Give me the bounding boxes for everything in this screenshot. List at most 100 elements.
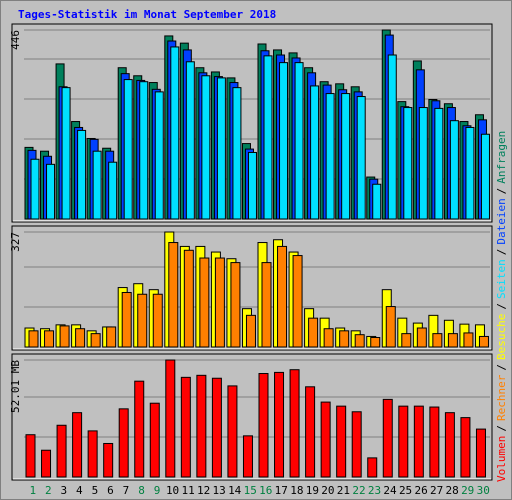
bar xyxy=(214,257,225,348)
x-tick-label: 19 xyxy=(306,484,319,497)
bar xyxy=(277,245,288,348)
legend-entry: Besuche xyxy=(495,314,508,360)
bar xyxy=(339,330,350,348)
bar xyxy=(325,93,335,220)
x-tick-label: 13 xyxy=(213,484,226,497)
legend-separator: / xyxy=(495,425,508,432)
bar xyxy=(211,377,222,478)
bar xyxy=(258,373,269,478)
bar xyxy=(367,457,378,478)
bar xyxy=(289,369,300,478)
x-tick-label: 9 xyxy=(154,484,161,497)
legend-separator: / xyxy=(495,364,508,371)
bar xyxy=(475,428,486,478)
x-tick-label: 4 xyxy=(76,484,83,497)
bar xyxy=(106,326,117,348)
x-tick-label: 11 xyxy=(181,484,194,497)
bar xyxy=(310,85,320,220)
bar xyxy=(139,81,149,220)
x-tick-label: 2 xyxy=(45,484,52,497)
legend: Volumen / Rechner / Besuche / Seiten / Dateien / A… xyxy=(495,131,508,482)
bar xyxy=(216,77,226,220)
bar xyxy=(354,334,365,348)
x-tick-label: 10 xyxy=(166,484,179,497)
bar xyxy=(90,333,101,348)
bar xyxy=(28,330,39,348)
bar xyxy=(263,55,273,220)
y-tick-label: 52.01 MB xyxy=(9,360,22,413)
bar xyxy=(75,328,86,348)
legend-separator: / xyxy=(495,188,508,195)
bar xyxy=(320,401,331,478)
x-tick-label: 25 xyxy=(399,484,412,497)
bar xyxy=(230,262,241,348)
x-tick-label: 15 xyxy=(244,484,257,497)
bar xyxy=(92,150,102,220)
bar xyxy=(121,291,132,348)
bar xyxy=(232,87,242,220)
bar xyxy=(398,405,409,478)
x-tick-label: 16 xyxy=(259,484,272,497)
bar xyxy=(227,385,238,478)
bar xyxy=(465,126,475,220)
bar xyxy=(77,129,87,220)
bar xyxy=(152,293,163,348)
bar xyxy=(292,255,303,348)
x-tick-label: 26 xyxy=(414,484,427,497)
x-tick-label: 6 xyxy=(107,484,114,497)
x-tick-label: 28 xyxy=(446,484,459,497)
bar xyxy=(41,449,52,478)
bar xyxy=(416,327,427,348)
y-tick-label: 327 xyxy=(9,232,22,252)
x-tick-label: 18 xyxy=(290,484,303,497)
legend-entry: Dateien xyxy=(495,198,508,244)
bar xyxy=(356,96,366,220)
bar xyxy=(403,107,413,220)
legend-entry: Seiten xyxy=(495,259,508,299)
bar xyxy=(170,46,180,220)
bar xyxy=(123,79,133,220)
bar xyxy=(201,75,211,220)
x-tick-label: 21 xyxy=(337,484,350,497)
bar xyxy=(279,62,289,220)
bar xyxy=(294,62,304,220)
bar xyxy=(59,325,70,348)
bar xyxy=(185,61,195,220)
bar xyxy=(56,424,67,478)
x-tick-label: 24 xyxy=(383,484,397,497)
bar xyxy=(134,380,145,478)
bar xyxy=(449,120,459,220)
bar xyxy=(372,183,382,220)
bar xyxy=(460,417,471,478)
bar xyxy=(308,317,319,348)
bar xyxy=(87,430,98,478)
x-tick-label: 20 xyxy=(321,484,334,497)
bar xyxy=(341,93,351,220)
bar xyxy=(165,359,176,478)
bar xyxy=(429,406,440,478)
bar xyxy=(432,333,443,348)
bar xyxy=(323,328,334,348)
bar xyxy=(305,386,316,478)
bar xyxy=(46,163,56,220)
x-tick-label: 14 xyxy=(228,484,242,497)
bar xyxy=(463,332,474,348)
bar xyxy=(103,442,114,478)
x-tick-label: 12 xyxy=(197,484,210,497)
bar xyxy=(154,91,164,220)
bar xyxy=(245,314,256,348)
bar xyxy=(196,374,207,478)
bar xyxy=(336,405,347,478)
x-tick-label: 8 xyxy=(138,484,145,497)
bar xyxy=(261,262,272,348)
bar xyxy=(444,412,455,478)
bar xyxy=(447,333,458,348)
bar xyxy=(418,107,428,220)
bar xyxy=(72,412,83,478)
legend-entry: Volumen xyxy=(495,436,508,482)
bar xyxy=(118,408,129,478)
bar xyxy=(180,376,191,478)
bar xyxy=(434,107,444,220)
